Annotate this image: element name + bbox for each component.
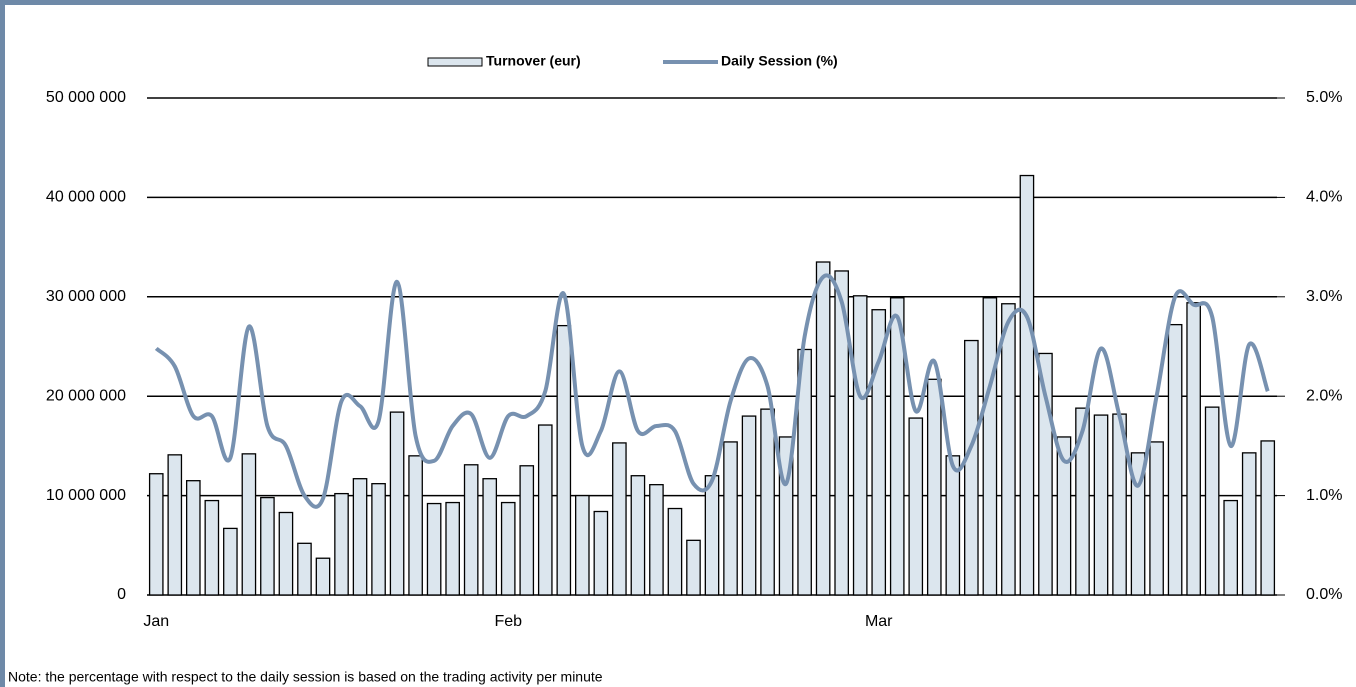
y2-tick-label: 3.0% [1306,288,1342,305]
bar [1130,452,1146,596]
bar [612,442,627,596]
bar [815,261,831,596]
bar [315,557,331,596]
bar [223,527,238,596]
bar [908,417,924,596]
bar [1075,407,1090,596]
bar [371,483,386,596]
bar [649,484,664,596]
bar [945,455,961,596]
bar [760,408,775,596]
bar [463,464,479,596]
y2-tick-label: 2.0% [1306,387,1342,404]
x-tick-label: Mar [865,613,893,630]
bar [575,494,590,596]
legend-swatch [427,57,483,67]
bar [1093,414,1109,596]
bar [1260,440,1276,596]
bar [667,507,683,596]
line [154,273,1270,509]
bar [445,501,460,596]
legend-label: Daily Session (%) [721,53,838,69]
bar [871,309,887,596]
bar [297,542,312,596]
bar [278,511,294,596]
bar [593,510,609,596]
bar [852,295,868,596]
bar [556,324,572,596]
y2-tick-label: 4.0% [1306,189,1342,206]
legend-label: Turnover (eur) [486,53,581,69]
bar [537,424,553,596]
bar [1186,302,1201,596]
y-tick-label: 20 000 000 [46,387,126,404]
bar [352,478,368,596]
bar [389,411,405,596]
bar [185,480,201,596]
bar [686,539,701,596]
bar [741,415,757,596]
bar [723,441,738,596]
y-tick-label: 0 [117,586,126,603]
bar [167,454,183,596]
y-tick-label: 40 000 000 [46,189,126,206]
bar [408,455,423,596]
bar [426,502,442,596]
y-tick-label: 50 000 000 [46,89,126,106]
x-tick-label: Jan [143,613,169,630]
bar [148,473,164,596]
bar [1001,303,1016,596]
bar [926,378,942,596]
bar [1241,452,1257,596]
bar [630,475,646,596]
bar [204,499,220,596]
bar [519,465,535,596]
y2-tick-label: 5.0% [1306,89,1342,106]
y-tick-label: 30 000 000 [46,288,126,305]
bar [704,475,720,596]
bar [964,339,979,596]
y2-tick-label: 1.0% [1306,487,1342,504]
bar [482,478,498,596]
bar [1223,499,1239,596]
bar [1167,323,1183,596]
y-tick-label: 10 000 000 [46,487,126,504]
frame-left [0,0,5,687]
note: Note: the percentage with respect to the… [8,669,603,685]
bar [889,297,905,596]
frame-top [0,0,1356,5]
bar [260,496,275,596]
bar [1149,441,1164,596]
bar [500,501,516,596]
bar [982,297,998,596]
y2-tick-label: 0.0% [1306,586,1342,603]
bar [241,453,257,596]
bar [1019,174,1035,596]
bar [1204,406,1220,596]
bar [1056,436,1072,596]
bar [834,270,849,596]
bar [334,492,349,596]
x-tick-label: Feb [494,613,522,630]
